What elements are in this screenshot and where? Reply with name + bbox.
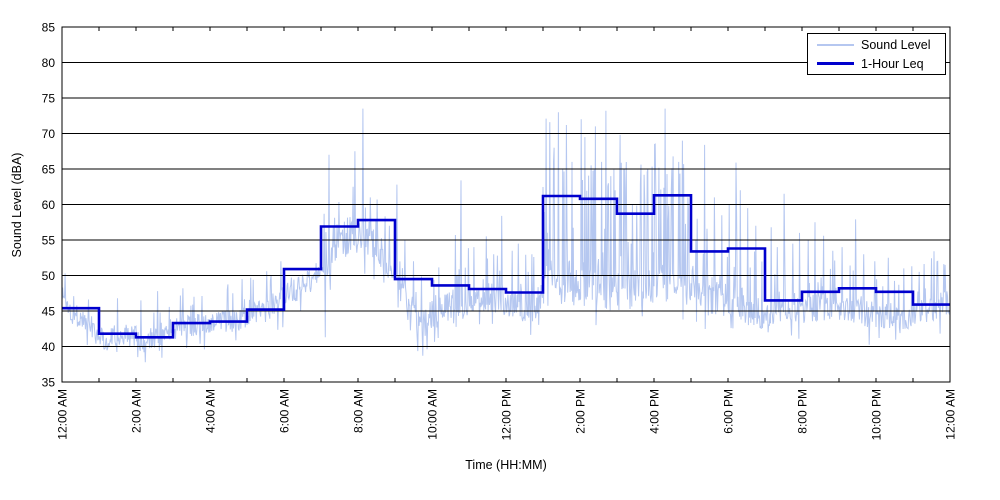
- y-tick-label: 75: [42, 92, 56, 106]
- y-tick-label: 35: [42, 376, 56, 390]
- x-tick-label: 6:00 PM: [722, 389, 736, 434]
- y-tick-label: 60: [42, 198, 56, 212]
- legend-label-leq: 1-Hour Leq: [861, 56, 924, 71]
- x-tick-label: 6:00 AM: [278, 389, 292, 433]
- y-axis-title: Sound Level (dBA): [10, 152, 24, 258]
- y-tick-label: 80: [42, 56, 56, 70]
- x-tick-label: 4:00 PM: [648, 389, 662, 434]
- sound-level-line-swatch: [817, 43, 854, 46]
- sound-level-trace: [61, 108, 950, 363]
- x-tick-label: 8:00 AM: [352, 389, 366, 433]
- leq-step-line: [62, 194, 950, 339]
- x-tick-label: 10:00 AM: [426, 389, 440, 440]
- x-tick-label: 4:00 AM: [204, 389, 218, 433]
- y-tick-label: 55: [42, 234, 56, 248]
- leq-line-swatch: [817, 62, 854, 65]
- x-tick-label: 8:00 PM: [796, 389, 810, 434]
- y-tick-label: 85: [42, 21, 56, 35]
- x-tick-label: 12:00 PM: [500, 389, 514, 440]
- x-tick-label: 12:00 AM: [944, 389, 958, 440]
- legend-item-sound-level: Sound Level: [817, 37, 945, 53]
- x-tick-label: 12:00 AM: [56, 389, 70, 440]
- y-tick-label: 70: [42, 127, 56, 141]
- x-axis-title: Time (HH:MM): [465, 458, 547, 472]
- x-tick-label: 10:00 PM: [870, 389, 884, 440]
- x-tick-label: 2:00 PM: [574, 389, 588, 434]
- y-tick-label: 45: [42, 305, 56, 319]
- y-tick-label: 50: [42, 269, 56, 283]
- y-tick-label: 40: [42, 340, 56, 354]
- legend: Sound Level 1-Hour Leq: [807, 33, 946, 75]
- legend-item-leq: 1-Hour Leq: [817, 56, 945, 72]
- x-tick-label: 2:00 AM: [130, 389, 144, 433]
- y-tick-label: 65: [42, 163, 56, 177]
- legend-label-sound-level: Sound Level: [861, 37, 931, 52]
